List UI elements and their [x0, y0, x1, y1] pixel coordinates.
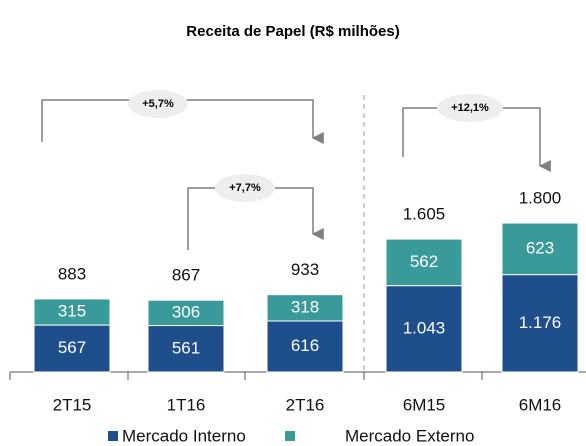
x-tick-label: 2T16	[286, 395, 325, 414]
data-label: 315	[58, 301, 86, 320]
x-tick-label: 6M16	[519, 395, 562, 414]
data-label: 616	[291, 336, 319, 355]
annotation-bg	[437, 94, 503, 122]
x-tick-label: 6M15	[403, 395, 446, 414]
data-label: 1.043	[403, 318, 446, 337]
bar-segment	[501, 274, 579, 373]
bar-segment	[501, 222, 579, 276]
data-label: 562	[410, 252, 438, 271]
bar-segment	[33, 298, 111, 326]
annotation: +5,7%	[142, 98, 174, 110]
data-label: 561	[172, 338, 200, 357]
bar-segment	[147, 325, 225, 373]
legend-label: Mercado Externo	[345, 426, 474, 445]
total-label: 867	[172, 266, 200, 285]
total-label: 883	[58, 264, 86, 283]
data-label: 623	[526, 238, 554, 257]
legend-label: Mercado Interno	[122, 426, 246, 445]
bar-segment	[33, 324, 111, 373]
data-label: 306	[172, 302, 200, 321]
x-tick-label: 1T16	[167, 395, 206, 414]
bar-segment	[147, 299, 225, 327]
annotation: +7,7%	[229, 182, 261, 194]
legend-swatch	[108, 431, 118, 441]
annotation: +12,1%	[451, 102, 489, 114]
bar-segment	[266, 294, 344, 322]
data-label: 1.176	[519, 313, 562, 332]
bar-segment	[266, 320, 344, 373]
data-label: 567	[58, 338, 86, 357]
data-label: 318	[291, 297, 319, 316]
legend-swatch	[285, 431, 295, 441]
total-label: 1.800	[519, 189, 562, 208]
bar-segment	[385, 238, 463, 287]
total-label: 933	[291, 260, 319, 279]
total-label: 1.605	[403, 205, 446, 224]
annotation-bg	[215, 174, 275, 202]
annotation-bg	[128, 90, 188, 118]
x-tick-label: 2T15	[53, 395, 92, 414]
chart-title: Receita de Papel (R$ milhões)	[186, 23, 399, 40]
